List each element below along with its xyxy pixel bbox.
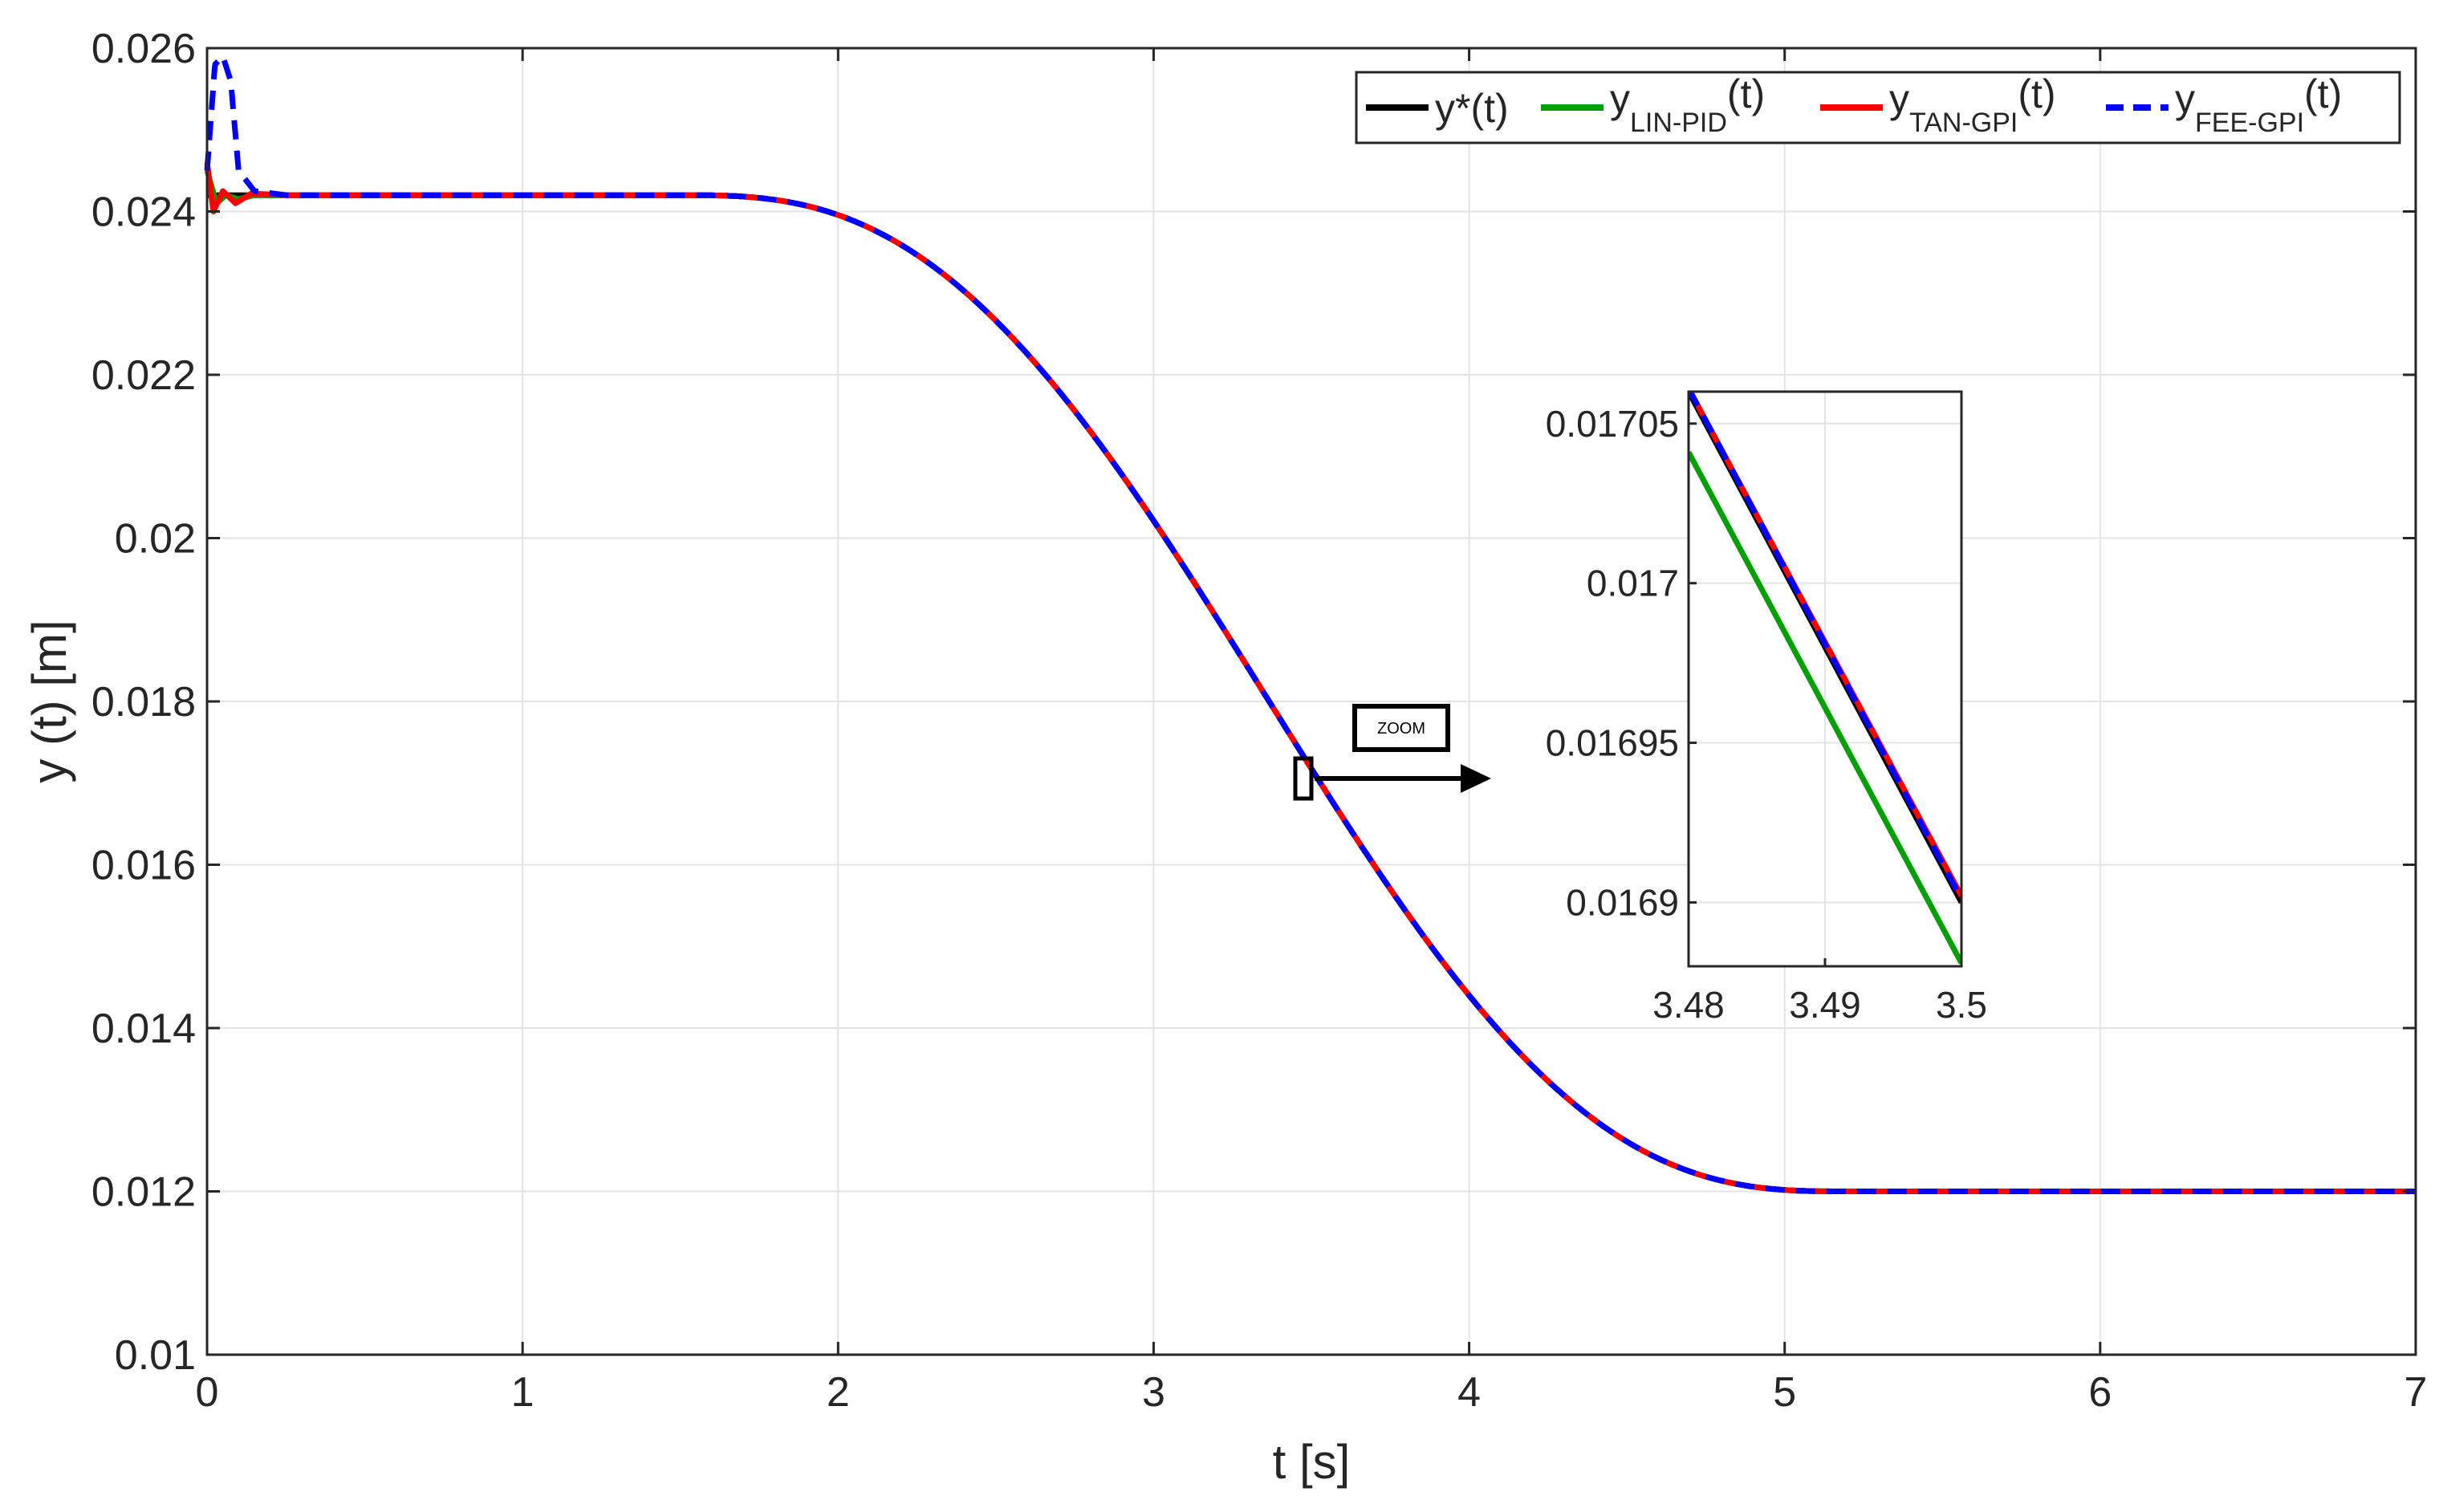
inset-y-tick-label: 0.017 [1587,563,1679,604]
legend-label-tan-gpi: yTAN-GPI(t) [1889,71,2056,138]
main-series-lines [204,53,2417,1194]
y-tick-label: 0.016 [91,843,196,889]
inset-x-tick-label: 3.5 [1936,984,1987,1026]
y-tick-label: 0.024 [91,189,196,236]
legend-label-ref: y*(t) [1435,86,1509,131]
legend-base-tan-gpi: y [1889,76,1909,121]
legend: y*(t) yLIN-PID(t) yTAN-GPI(t) yFEE-GPI(t… [1355,71,2401,144]
legend-tail-tan-gpi: (t) [2018,71,2055,116]
inset-line-fee-gpi [1689,392,1961,901]
inset-y-tick-label: 0.01705 [1546,403,1679,445]
inset-y-tick-label: 0.01695 [1546,722,1679,764]
x-tick-label: 2 [827,1369,850,1416]
y-tick-label: 0.02 [115,516,196,563]
y-tick-label: 0.018 [91,679,196,726]
legend-sub-tan-gpi: TAN-GPI [1909,108,2018,138]
x-tick-label: 7 [2404,1369,2428,1416]
zoom-label: ZOOM [1377,720,1425,738]
x-tick-label: 6 [2088,1369,2112,1416]
legend-label-fee-gpi: yFEE-GPI(t) [2175,71,2342,138]
inset-grid [1689,392,1961,966]
legend-tail-fee-gpi: (t) [2304,71,2342,116]
x-tick-label: 1 [511,1369,535,1416]
x-tick-label: 3 [1142,1369,1165,1416]
zoom-region-marker [1293,756,1314,801]
x-tick-label: 0 [196,1369,219,1416]
series-line-fee-gpi [204,53,2417,1194]
y-axis-label: y (t) [m] [22,620,76,782]
y-tick-label: 0.014 [91,1006,196,1052]
legend-label-lin-pid: yLIN-PID(t) [1610,71,1765,138]
x-axis-label: t [s] [1273,1435,1351,1489]
y-tick-label: 0.026 [91,26,196,72]
inset-y-tick-label: 0.0169 [1566,881,1679,923]
inset-x-tick-label: 3.49 [1789,984,1861,1026]
x-tick-label: 5 [1773,1369,1796,1416]
zoom-label-box [1352,704,1450,752]
legend-sub-fee-gpi: FEE-GPI [2195,108,2304,138]
legend-base-fee-gpi: y [2175,76,2195,121]
inset-tick-labels: 3.48 3.49 3.5 0.0169 0.01695 0.017 0.01705 [1546,403,1987,1026]
inset-x-tick-label: 3.48 [1652,984,1725,1026]
y-tick-label: 0.022 [91,352,196,399]
y-tick-label: 0.012 [91,1169,196,1216]
legend-base-lin-pid: y [1610,76,1630,121]
inset-series-lines [1689,392,1961,965]
zoom-arrow-head [1461,764,1491,793]
main-tick-labels: 0 1 2 3 4 5 6 7 0.01 0.012 0.014 0.016 0.018 0.02 0.02… [91,26,2428,1416]
legend-tail-lin-pid: (t) [1727,71,1765,116]
x-tick-label: 4 [1457,1369,1481,1416]
inset-line-lin-pid [1689,450,1961,965]
legend-sub-lin-pid: LIN-PID [1630,108,1727,138]
y-tick-label: 0.01 [115,1332,196,1379]
